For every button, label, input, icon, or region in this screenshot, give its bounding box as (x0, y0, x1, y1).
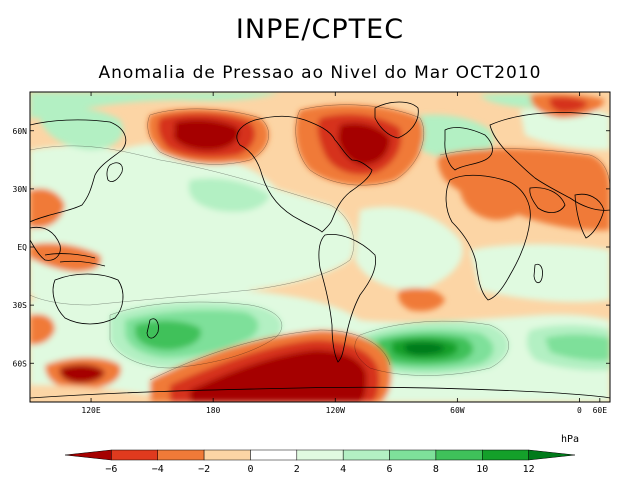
colorbar-swatch (203, 449, 251, 461)
colorbar-tick-label: −2 (198, 464, 210, 475)
colorbar-swatch (250, 449, 298, 461)
lat-tick-label: 60N (13, 127, 28, 136)
coast-europe (444, 127, 493, 171)
anomaly-nz-positive-inner (135, 320, 201, 350)
colorbar-tick-label: 2 (294, 464, 300, 475)
coast-greenland (374, 101, 419, 139)
colorbar-tick-label: 4 (340, 464, 346, 475)
anomaly-north-atlantic-negative-core (338, 123, 390, 165)
lat-tick-label: 30S (13, 301, 28, 310)
coast-africa (445, 174, 531, 301)
colorbar-swatch (389, 449, 437, 461)
anomaly-indonesia-negative (30, 243, 102, 272)
coast-madagascar (533, 263, 543, 284)
lat-tick-label: 30N (13, 185, 28, 194)
lon-tick-label: 120W (326, 406, 345, 415)
anomaly-aleutian-negative-core (174, 119, 239, 151)
colorbar-tick-label: −4 (152, 464, 164, 475)
colorbar-tick-label: −6 (105, 464, 117, 475)
anomaly-africa-negative (460, 178, 530, 220)
anomaly-midpacific-positive (188, 178, 270, 212)
colorbar-tick-label: 8 (433, 464, 439, 475)
anomaly-atlantic-positive (355, 206, 463, 291)
anomaly-siberia-positive (40, 107, 124, 150)
map-subtitle: Anomalia de Pressao ao Nivel do Mar OCT2… (98, 63, 542, 83)
lat-tick-label: EQ (17, 243, 27, 252)
lat-tick-label: 60S (13, 359, 28, 368)
coast-south-america (318, 233, 377, 363)
colorbar-swatch (64, 449, 112, 461)
anomaly-north-positive-band (30, 92, 280, 118)
colorbar-swatch (482, 449, 529, 461)
coast-antarctica (30, 386, 610, 399)
coast-australia (52, 273, 124, 325)
anomaly-far-south-negative (30, 385, 150, 402)
colorbar-tick-label: 0 (247, 464, 253, 475)
colorbar: −6 −4 −2 0 2 4 6 8 10 12 hPa (64, 434, 579, 475)
coast-north-america (236, 115, 373, 233)
anomaly-australia-south-negative (30, 314, 55, 345)
lon-tick-label: 120E (81, 406, 100, 415)
colorbar-swatch (528, 449, 576, 461)
colorbar-unit-label: hPa (561, 434, 579, 445)
lon-tick-label: 60E (593, 406, 608, 415)
coastlines (30, 101, 610, 399)
anomaly-field (30, 92, 610, 402)
latitude-axis: 60N 30N EQ 30S 60S (13, 127, 610, 368)
colorbar-tick-label: 6 (387, 464, 393, 475)
anomaly-east-asia-positive (520, 107, 610, 150)
coast-asia (489, 112, 610, 211)
longitude-axis: 120E 180 120W 60W 0 60E (81, 92, 607, 415)
anomaly-tropical-pacific-positive (30, 145, 354, 305)
anomaly-antarctic-pacific-negative-core (190, 350, 367, 402)
anomaly-south-australia-negative-core (59, 364, 105, 384)
anomaly-south-indian-positive-inner (545, 334, 610, 361)
coast-japan (106, 162, 123, 182)
lon-tick-label: 180 (206, 406, 221, 415)
lon-tick-label: 60W (450, 406, 465, 415)
coast-southeast-asia (30, 226, 61, 261)
colorbar-swatch (111, 449, 158, 461)
colorbar-tick-label: 12 (523, 464, 535, 475)
coast-new-zealand (146, 318, 159, 339)
colorbar-swatch (296, 449, 344, 461)
colorbar-tick-label: 10 (476, 464, 488, 475)
main-title: INPE/CPTEC (235, 14, 405, 45)
coast-arabia (529, 187, 566, 213)
coast-east-asia (30, 119, 127, 223)
lon-tick-label: 0 (577, 406, 582, 415)
colorbar-swatch (435, 449, 483, 461)
anomaly-arctic-negative-core (549, 97, 588, 113)
anomaly-indian-positive (470, 244, 610, 302)
colorbar-swatch (157, 449, 205, 461)
coast-indonesia (44, 253, 106, 267)
coast-india (574, 193, 605, 239)
anomaly-south-atlantic-positive-peak (404, 342, 445, 355)
colorbar-swatch (342, 449, 390, 461)
anomaly-south-america-negative (398, 288, 445, 312)
